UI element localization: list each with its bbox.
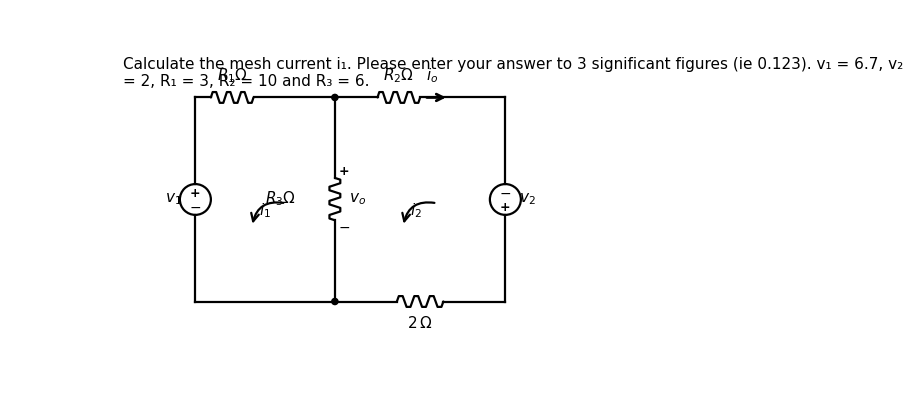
Text: Calculate the mesh current i₁. Please enter your answer to 3 significant figures: Calculate the mesh current i₁. Please en… bbox=[123, 57, 903, 72]
Text: $R_1\Omega$: $R_1\Omega$ bbox=[217, 66, 248, 85]
Text: $2\,\Omega$: $2\,\Omega$ bbox=[407, 315, 433, 331]
Text: +: + bbox=[189, 187, 200, 200]
Text: $-$: $-$ bbox=[338, 220, 350, 233]
Text: +: + bbox=[339, 165, 349, 178]
Text: +: + bbox=[499, 201, 510, 214]
Circle shape bbox=[332, 298, 338, 305]
Text: $i_1$: $i_1$ bbox=[259, 202, 271, 220]
Text: $i_2$: $i_2$ bbox=[410, 202, 422, 220]
Text: $-$: $-$ bbox=[189, 200, 201, 214]
Text: $v_o$: $v_o$ bbox=[348, 191, 365, 207]
Text: = 2, R₁ = 3, R₂ = 10 and R₃ = 6.: = 2, R₁ = 3, R₂ = 10 and R₃ = 6. bbox=[123, 74, 369, 89]
Text: $i_o$: $i_o$ bbox=[425, 66, 437, 85]
Text: $R_2\Omega$: $R_2\Omega$ bbox=[383, 66, 414, 85]
Text: $v_1$: $v_1$ bbox=[165, 192, 182, 207]
Circle shape bbox=[332, 94, 338, 101]
Text: $R_3\Omega$: $R_3\Omega$ bbox=[265, 190, 296, 209]
Text: $-$: $-$ bbox=[498, 186, 511, 200]
Text: $v_2$: $v_2$ bbox=[518, 192, 535, 207]
